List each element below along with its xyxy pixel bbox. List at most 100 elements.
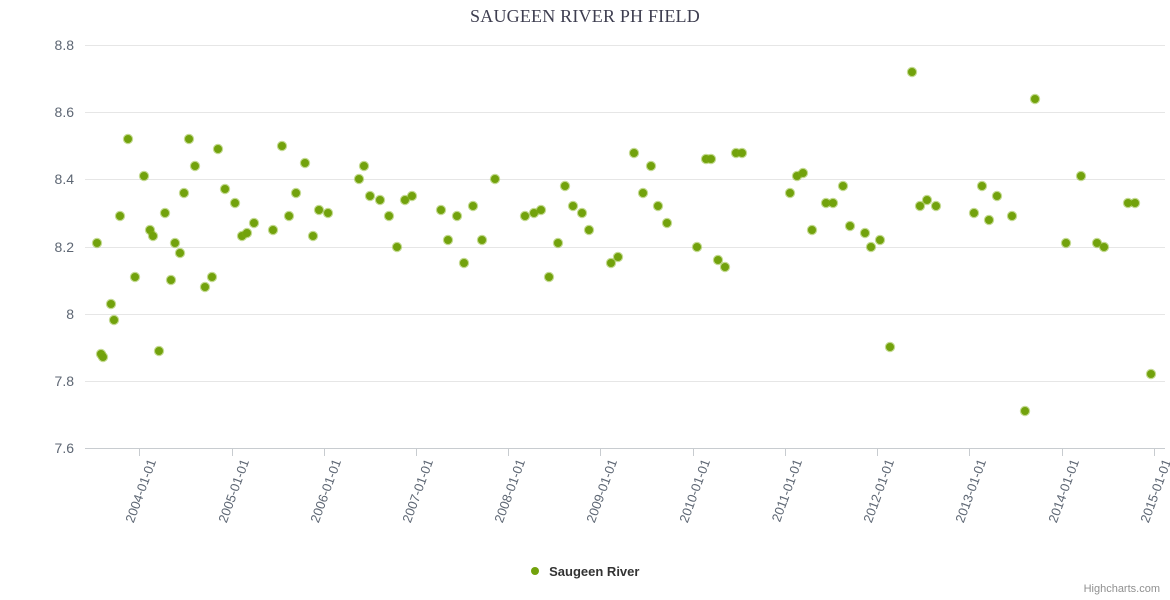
scatter-point[interactable]: [923, 195, 932, 204]
scatter-point[interactable]: [308, 232, 317, 241]
scatter-point[interactable]: [692, 242, 701, 251]
scatter-point[interactable]: [544, 272, 553, 281]
scatter-point[interactable]: [285, 212, 294, 221]
scatter-point[interactable]: [916, 202, 925, 211]
scatter-point[interactable]: [201, 282, 210, 291]
scatter-point[interactable]: [468, 202, 477, 211]
scatter-point[interactable]: [885, 343, 894, 352]
scatter-point[interactable]: [822, 198, 831, 207]
scatter-point[interactable]: [160, 208, 169, 217]
legend-item-saugeen-river[interactable]: Saugeen River: [530, 563, 639, 579]
scatter-point[interactable]: [99, 353, 108, 362]
scatter-point[interactable]: [977, 182, 986, 190]
scatter-point[interactable]: [443, 235, 452, 244]
scatter-point[interactable]: [292, 188, 301, 197]
scatter-point[interactable]: [166, 276, 175, 285]
scatter-point[interactable]: [1062, 239, 1071, 248]
scatter-point[interactable]: [829, 198, 838, 207]
scatter-point[interactable]: [393, 242, 402, 251]
scatter-point[interactable]: [569, 202, 578, 211]
scatter-point[interactable]: [1146, 370, 1155, 379]
scatter-point[interactable]: [459, 259, 468, 268]
scatter-point[interactable]: [808, 225, 817, 234]
scatter-point[interactable]: [185, 135, 194, 143]
scatter-point[interactable]: [530, 208, 539, 217]
scatter-point[interactable]: [553, 239, 562, 248]
scatter-point[interactable]: [613, 252, 622, 261]
scatter-point[interactable]: [630, 148, 638, 157]
scatter-point[interactable]: [721, 262, 730, 271]
scatter-point[interactable]: [250, 219, 259, 227]
scatter-point[interactable]: [375, 195, 384, 204]
scatter-point[interactable]: [984, 215, 993, 224]
scatter-point[interactable]: [490, 175, 499, 184]
scatter-point[interactable]: [931, 202, 940, 211]
scatter-point[interactable]: [638, 188, 647, 197]
scatter-point[interactable]: [384, 212, 393, 221]
scatter-point[interactable]: [243, 229, 252, 238]
scatter-point[interactable]: [654, 202, 663, 211]
scatter-point[interactable]: [146, 225, 155, 234]
scatter-point[interactable]: [139, 172, 148, 180]
scatter-point[interactable]: [170, 239, 179, 248]
scatter-point[interactable]: [1007, 212, 1016, 221]
scatter-point[interactable]: [876, 235, 885, 244]
scatter-point[interactable]: [1076, 172, 1085, 180]
scatter-point[interactable]: [478, 235, 486, 244]
scatter-point[interactable]: [577, 208, 586, 217]
scatter-point[interactable]: [907, 67, 916, 76]
scatter-point[interactable]: [155, 346, 163, 355]
scatter-point[interactable]: [110, 316, 119, 325]
scatter-point[interactable]: [130, 272, 139, 281]
scatter-point[interactable]: [207, 272, 216, 281]
scatter-point[interactable]: [323, 208, 332, 217]
scatter-point[interactable]: [707, 155, 715, 164]
scatter-point[interactable]: [1092, 239, 1101, 248]
scatter-point[interactable]: [237, 232, 246, 241]
scatter-point[interactable]: [585, 225, 594, 234]
scatter-point[interactable]: [360, 161, 368, 170]
scatter-point[interactable]: [521, 212, 530, 221]
scatter-point[interactable]: [175, 249, 184, 258]
scatter-point[interactable]: [737, 148, 746, 157]
scatter-point[interactable]: [278, 141, 286, 150]
scatter-point[interactable]: [106, 299, 115, 308]
scatter-point[interactable]: [867, 242, 876, 251]
highcharts-credit[interactable]: Highcharts.com: [1083, 583, 1160, 595]
scatter-point[interactable]: [646, 161, 655, 170]
scatter-point[interactable]: [116, 212, 125, 221]
scatter-point[interactable]: [148, 232, 157, 241]
scatter-point[interactable]: [1099, 242, 1108, 251]
scatter-point[interactable]: [452, 212, 461, 221]
scatter-point[interactable]: [366, 192, 375, 201]
scatter-point[interactable]: [662, 219, 671, 227]
scatter-point[interactable]: [269, 225, 278, 234]
scatter-point[interactable]: [1021, 407, 1030, 416]
scatter-point[interactable]: [180, 188, 189, 197]
scatter-point[interactable]: [537, 205, 546, 214]
scatter-point[interactable]: [190, 161, 199, 170]
scatter-point[interactable]: [839, 182, 847, 190]
scatter-point[interactable]: [407, 192, 416, 201]
scatter-point[interactable]: [701, 155, 710, 164]
scatter-point[interactable]: [93, 239, 102, 248]
scatter-point[interactable]: [401, 195, 410, 204]
scatter-point[interactable]: [436, 205, 445, 214]
scatter-point[interactable]: [1123, 198, 1132, 207]
scatter-point[interactable]: [785, 188, 794, 197]
scatter-point[interactable]: [1031, 94, 1039, 103]
scatter-point[interactable]: [1130, 198, 1139, 207]
scatter-point[interactable]: [314, 205, 323, 214]
scatter-point[interactable]: [214, 145, 223, 154]
scatter-point[interactable]: [301, 158, 310, 167]
scatter-point[interactable]: [354, 175, 363, 184]
scatter-point[interactable]: [714, 255, 723, 264]
scatter-point[interactable]: [861, 229, 869, 238]
scatter-point[interactable]: [607, 259, 615, 268]
scatter-point[interactable]: [731, 148, 740, 157]
scatter-point[interactable]: [792, 172, 801, 180]
scatter-point[interactable]: [231, 198, 239, 207]
scatter-point[interactable]: [969, 208, 978, 217]
scatter-point[interactable]: [992, 192, 1001, 201]
scatter-point[interactable]: [560, 182, 569, 190]
